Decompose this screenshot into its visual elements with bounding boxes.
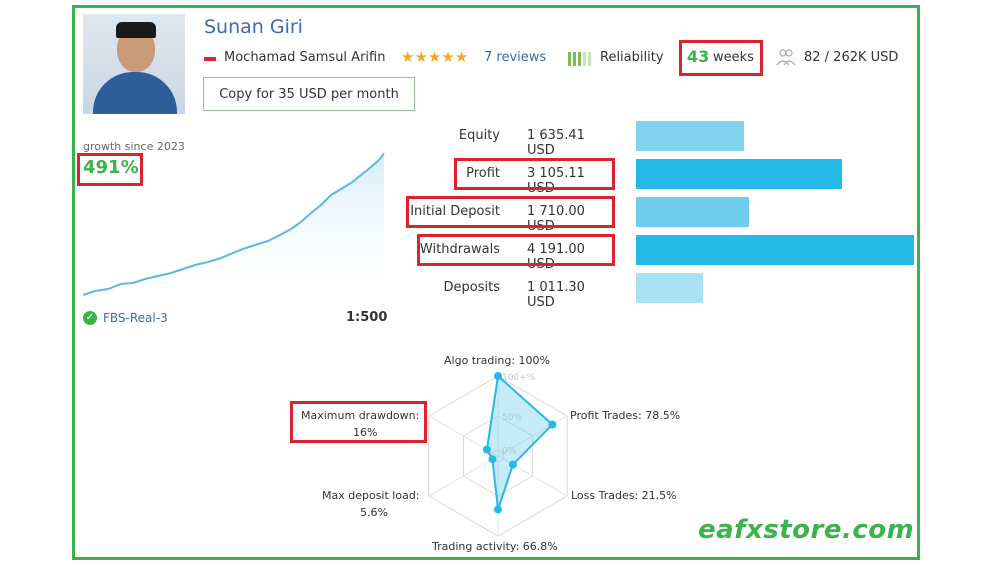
stat-bar-profit [636, 159, 842, 189]
avatar-body [93, 72, 177, 114]
radar-point-3 [494, 505, 502, 514]
profit-highlight-box [454, 158, 615, 190]
radar-axis-4 [428, 455, 499, 497]
radar-label-loss-trades: Loss Trades: 21.5% [571, 489, 677, 502]
watermark: eafxstore.com [698, 515, 915, 545]
radar-label-trading-activity: Trading activity: 66.8% [432, 540, 558, 553]
radar-scale-scale_100: 100+% [502, 373, 536, 383]
radar-point-1 [548, 420, 557, 429]
radar-label-profit-trades: Profit Trades: 78.5% [570, 409, 681, 422]
avatar-cap [116, 22, 156, 38]
radar-value-max-deposit-load: 5.6% [360, 506, 388, 519]
stat-label-deposits: Deposits [443, 280, 500, 295]
subscribers-icon [776, 49, 796, 66]
growth-value: 491% [83, 157, 139, 178]
weeks-highlight-box [679, 40, 763, 76]
withdrawals-highlight-box [417, 234, 615, 266]
radar-label-max-drawdown: Maximum drawdown: [301, 409, 420, 422]
stat-label-profit: Profit [466, 166, 500, 181]
copy-subscribe-button[interactable]: Copy for 35 USD per month [203, 77, 415, 111]
weeks-value: 43 [687, 47, 710, 66]
stat-value-deposits: 1 011.30 USD [527, 280, 585, 310]
initial-deposit-highlight-box [406, 196, 615, 228]
radar-point-4 [488, 455, 497, 464]
radar-label-algo-trading: Algo trading: 100% [444, 354, 551, 367]
stat-bar-withdrawals [636, 235, 914, 265]
flag-icon [204, 57, 216, 61]
reviews-link[interactable]: 7 reviews [484, 50, 547, 65]
reliability-icon [568, 51, 594, 66]
growth-area [83, 153, 384, 300]
growth-line [83, 152, 385, 296]
subscribers-funds: 82 / 262K USD [804, 50, 899, 65]
stat-bar-equity [636, 121, 744, 151]
verified-check-icon: ✓ [83, 311, 97, 325]
avatar[interactable] [83, 14, 185, 114]
growth-chart [83, 152, 385, 300]
broker-server-link[interactable]: FBS-Real-3 [103, 311, 168, 325]
stat-label-equity: Equity [458, 128, 500, 143]
radar-scale-scale_50: 50% [502, 413, 522, 423]
radar-label-max-deposit-load: Max deposit load: [322, 489, 420, 502]
signal-name[interactable]: Sunan Giri [204, 16, 303, 38]
radar-point-5 [482, 445, 491, 454]
stat-bar-deposits [636, 273, 703, 303]
drawdown-highlight-box [290, 401, 427, 443]
weeks-label: weeks [713, 50, 754, 65]
radar-scale-scale_0: 0% [502, 447, 517, 457]
leverage-value: 1:500 [346, 310, 388, 325]
rating-stars-icon: ★★★★★ [401, 48, 469, 66]
stat-label-withdrawals: Withdrawals [419, 242, 500, 257]
owner-name[interactable]: Mochamad Samsul Arifin [224, 50, 386, 65]
radar-value-max-drawdown: 16% [353, 426, 378, 439]
reliability-label: Reliability [600, 50, 664, 65]
stat-bar-initial-deposit [636, 197, 749, 227]
radar-point-0 [494, 372, 502, 380]
radar-point-2 [508, 460, 517, 469]
growth-highlight-box [77, 153, 143, 186]
radar-series-area [485, 374, 554, 510]
radar-chart: 100+% 50% 0% [428, 372, 568, 537]
growth-label: growth since 2023 [83, 140, 185, 153]
stat-label-initial-deposit: Initial Deposit [410, 204, 500, 219]
stat-value-equity: 1 635.41 USD [527, 128, 585, 158]
